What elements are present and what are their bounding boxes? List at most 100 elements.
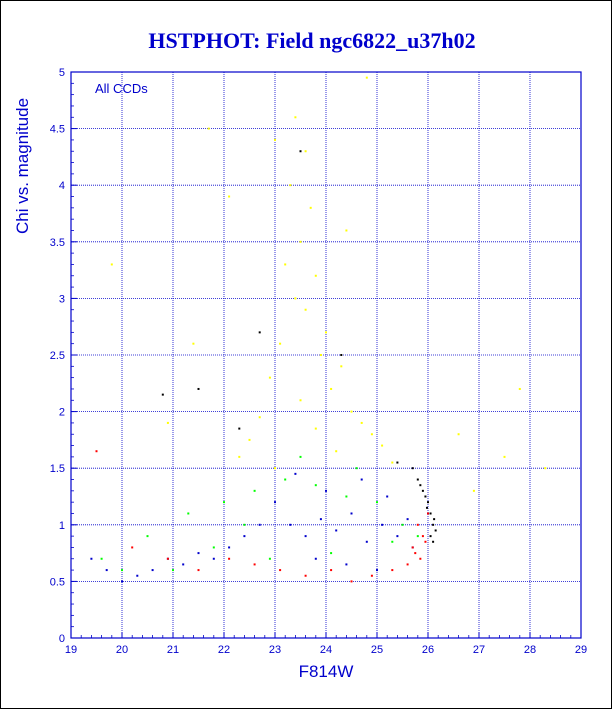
data-point	[419, 557, 422, 560]
grid-layer	[70, 71, 582, 639]
data-point	[151, 569, 154, 572]
x-tick-label: 21	[167, 644, 179, 656]
data-point	[95, 450, 98, 453]
data-point	[330, 569, 333, 572]
data-point	[330, 552, 333, 555]
data-point	[197, 552, 200, 555]
data-point	[299, 240, 302, 243]
plot-border	[70, 71, 582, 639]
data-point	[243, 523, 246, 526]
data-point	[212, 557, 215, 560]
y-tick-label: 3.5	[50, 237, 65, 249]
data-point	[518, 387, 521, 390]
x-tick-label: 25	[371, 644, 383, 656]
data-point	[396, 461, 399, 464]
x-axis-label: F814W	[299, 662, 354, 681]
data-point	[406, 518, 409, 521]
data-point	[319, 518, 322, 521]
data-point	[425, 506, 428, 509]
data-point	[381, 444, 384, 447]
data-point	[304, 574, 307, 577]
data-point	[197, 387, 200, 390]
data-point	[421, 489, 424, 492]
data-point	[314, 427, 317, 430]
data-point	[350, 580, 353, 583]
data-point	[248, 438, 251, 441]
data-point	[268, 557, 271, 560]
data-point	[228, 195, 231, 198]
data-point	[325, 331, 327, 334]
data-point	[416, 478, 419, 481]
y-tick-label: 4	[59, 180, 65, 192]
data-point	[335, 450, 338, 453]
data-point	[345, 495, 348, 498]
data-point	[429, 535, 432, 538]
data-point	[274, 138, 276, 141]
data-point	[299, 399, 302, 402]
y-tick-label: 0	[59, 633, 65, 645]
data-point	[330, 387, 333, 390]
data-point	[121, 569, 123, 572]
data-point	[386, 495, 389, 498]
y-tick-label: 1.5	[50, 463, 65, 475]
data-point	[429, 512, 432, 515]
data-point	[360, 421, 363, 424]
x-tick-label: 26	[422, 644, 434, 656]
data-point	[304, 535, 307, 538]
data-point	[289, 184, 292, 187]
data-point	[258, 523, 261, 526]
y-tick-label: 0.5	[50, 576, 65, 588]
x-tick-label: 19	[65, 644, 77, 656]
data-point	[457, 433, 460, 436]
data-point	[279, 342, 282, 345]
data-point	[365, 76, 368, 79]
data-point	[433, 518, 436, 521]
data-point	[419, 484, 422, 487]
data-point	[350, 410, 353, 413]
data-point	[411, 546, 414, 549]
data-point	[253, 489, 256, 492]
data-point	[391, 461, 394, 464]
data-point	[370, 574, 373, 577]
chart-annotation: All CCDs	[95, 81, 148, 96]
data-point	[314, 484, 317, 487]
y-tick-label: 2.5	[50, 350, 65, 362]
data-point	[304, 150, 307, 153]
data-point	[289, 523, 292, 526]
y-tick-label: 4.5	[50, 124, 65, 136]
chart-title: HSTPHOT: Field ngc6822_u37h02	[148, 28, 475, 53]
data-point	[279, 569, 282, 572]
data-point	[284, 478, 287, 481]
data-point	[105, 569, 108, 572]
data-point	[136, 574, 139, 577]
data-point	[427, 501, 429, 504]
data-point	[401, 523, 404, 526]
data-point	[314, 274, 317, 277]
data-point	[110, 263, 113, 266]
data-point	[340, 354, 343, 356]
data-point	[166, 557, 169, 560]
data-point	[424, 540, 427, 543]
data-point	[161, 393, 164, 396]
data-point	[243, 535, 246, 538]
data-point	[197, 569, 200, 572]
data-point	[212, 546, 215, 549]
data-point	[345, 563, 348, 566]
data-point	[304, 308, 307, 311]
data-point	[121, 580, 123, 583]
data-point	[238, 427, 241, 430]
x-tick-label: 27	[473, 644, 485, 656]
data-point	[299, 455, 302, 458]
data-point	[335, 529, 338, 532]
x-tick-label: 29	[575, 644, 587, 656]
data-point	[416, 535, 419, 538]
data-point	[472, 489, 475, 492]
data-point	[253, 563, 256, 566]
data-point	[294, 116, 297, 119]
data-point	[544, 467, 547, 470]
data-point	[355, 467, 358, 470]
data-point	[192, 342, 195, 345]
